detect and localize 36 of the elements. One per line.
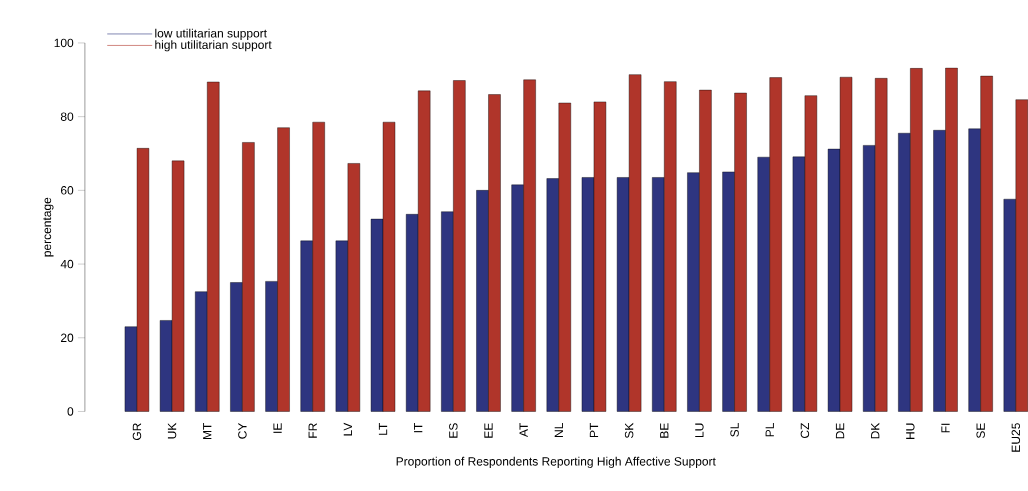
x-tick-label: CZ xyxy=(800,422,810,438)
y-tick-label: 100 xyxy=(54,38,74,47)
legend-label: low utilitarian support xyxy=(155,28,267,40)
x-tick-label: AT xyxy=(519,422,528,437)
x-tick-label: EU25 xyxy=(1011,422,1021,452)
x-tick-label: FR xyxy=(308,423,317,438)
x-tick-label: IT xyxy=(414,422,423,433)
x-tick-label: EE xyxy=(484,423,493,438)
x-tick-label: PL xyxy=(765,422,774,437)
x-tick-label: LV xyxy=(343,422,352,436)
legend-label: high utilitarian support xyxy=(155,40,272,52)
x-axis-title: Proportion of Respondents Reporting High Affective Support xyxy=(396,456,716,468)
x-tick-label: UK xyxy=(167,422,177,439)
x-tick-label: GR xyxy=(132,423,142,440)
y-axis-title: percentage xyxy=(43,197,54,257)
x-tick-label: SL xyxy=(730,422,739,437)
x-tick-label: DE xyxy=(835,423,845,439)
y-tick-label: 80 xyxy=(60,112,74,121)
y-tick-label: 0 xyxy=(67,407,74,416)
x-tick-label: LU xyxy=(695,423,704,437)
x-tick-label: ES xyxy=(449,423,458,438)
x-tick-label: IE xyxy=(273,423,282,433)
y-tick-label: 40 xyxy=(60,259,74,269)
x-tick-label: SE xyxy=(976,423,985,438)
y-tick-label: 20 xyxy=(60,333,74,342)
x-tick-label: NL xyxy=(554,422,563,437)
x-tick-label: SK xyxy=(624,422,634,438)
x-tick-label: BE xyxy=(660,423,669,438)
x-tick-label: DK xyxy=(871,422,880,439)
x-tick-label: FI xyxy=(941,423,950,433)
y-tick-label: 60 xyxy=(61,185,74,195)
x-tick-label: HU xyxy=(906,423,915,439)
x-tick-label: CY xyxy=(238,422,247,439)
x-tick-label: LT xyxy=(378,422,388,435)
x-tick-label: PT xyxy=(589,422,599,437)
x-tick-label: MT xyxy=(203,422,212,439)
